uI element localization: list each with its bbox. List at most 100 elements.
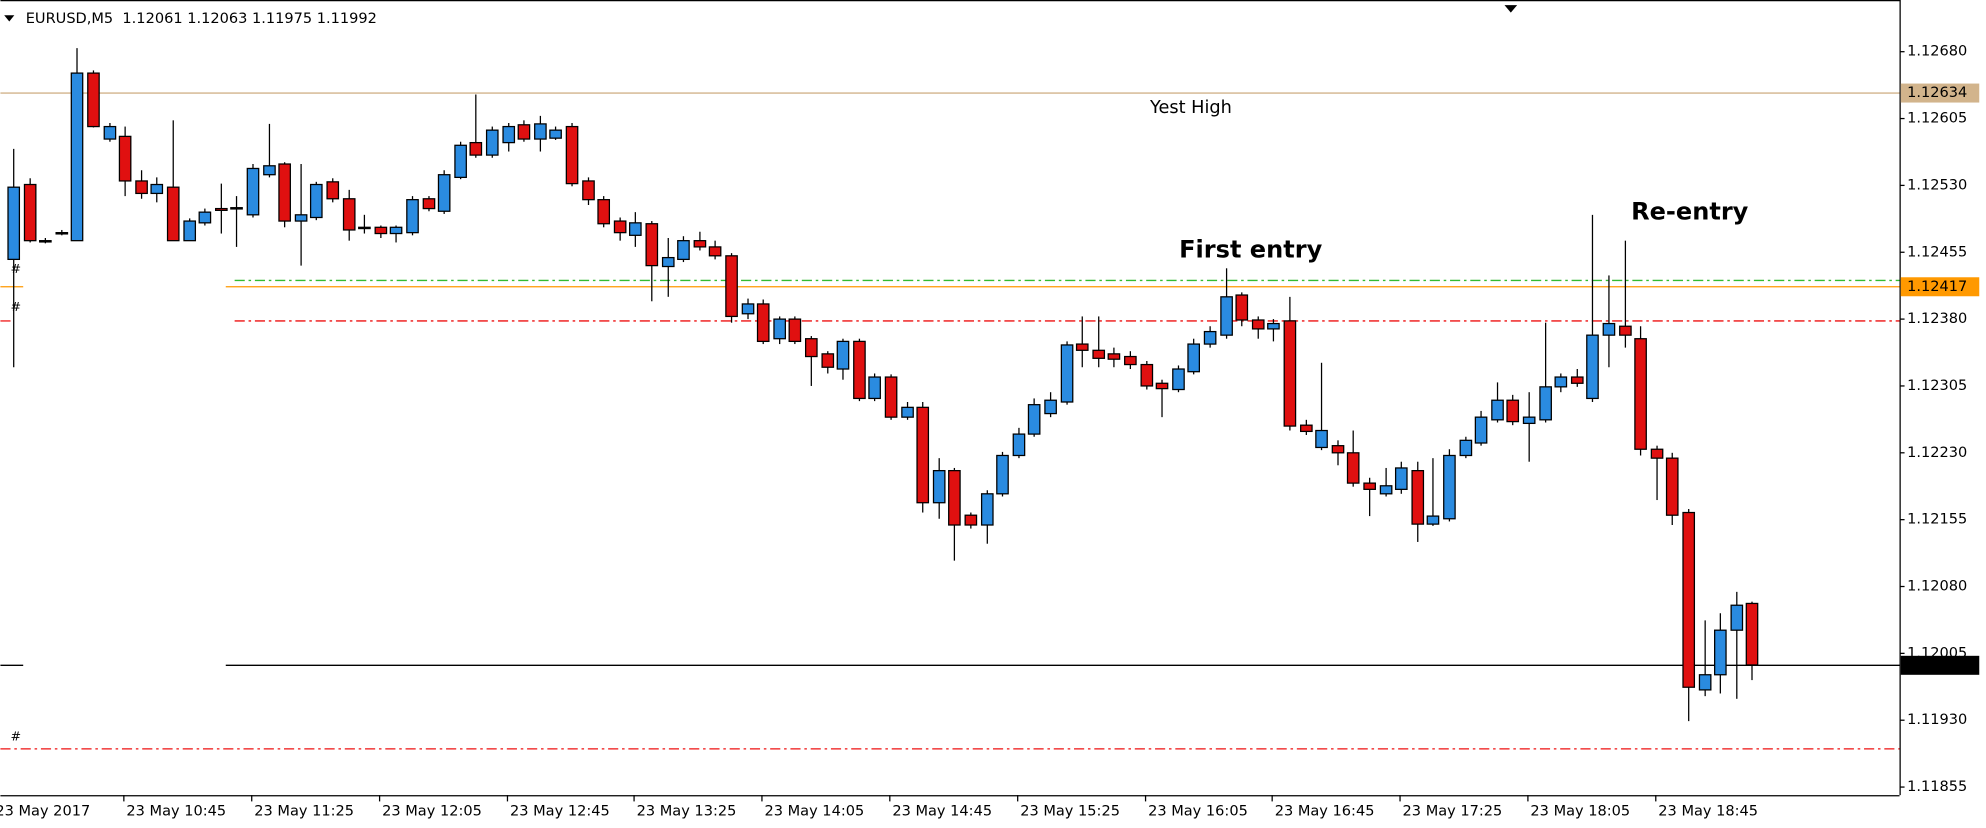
candle-body <box>7 186 21 261</box>
annotation: Re-entry <box>1631 198 1749 226</box>
candle-body <box>1251 319 1265 330</box>
candle-body <box>773 318 786 340</box>
candle-body <box>1331 445 1345 454</box>
marker: # <box>11 728 22 743</box>
candle-body <box>166 186 180 242</box>
candle-body <box>309 183 323 219</box>
candle-body <box>948 469 961 526</box>
marker: # <box>11 261 22 276</box>
x-tick-label: 23 May 17:25 <box>1403 803 1503 820</box>
candle-body <box>1602 322 1616 336</box>
level-text: Yest High <box>1149 98 1232 118</box>
candle-body <box>342 198 356 231</box>
candle-body <box>517 124 531 140</box>
candle-body <box>1443 454 1456 520</box>
x-tick-label: 23 May 13:25 <box>637 803 737 820</box>
candle-body <box>1315 429 1328 449</box>
candle-body <box>582 180 595 201</box>
candle-body <box>326 181 340 200</box>
candle-body <box>901 406 914 418</box>
candle-body <box>1619 325 1632 336</box>
candle-body <box>1060 344 1074 403</box>
candle-body <box>788 318 802 343</box>
price-label: 1.11992 <box>1907 656 1967 673</box>
price-label-box <box>1900 655 1980 675</box>
candle-body <box>246 167 260 216</box>
candle-body <box>916 406 930 504</box>
candle-body <box>534 123 547 140</box>
candle-body <box>358 226 371 230</box>
candle-body <box>1283 320 1297 427</box>
menu-arrow <box>4 15 15 22</box>
candle-body <box>1698 674 1712 691</box>
candle-body <box>1379 485 1393 495</box>
candle-body <box>1426 515 1440 525</box>
candle-body <box>422 198 436 210</box>
candle-body <box>964 514 978 526</box>
candle-body <box>1140 363 1154 387</box>
candle-body <box>821 353 835 368</box>
y-tick-label: 1.12380 <box>1907 310 1967 327</box>
candle-body <box>1187 343 1200 373</box>
candle-body <box>868 376 881 400</box>
candle-body <box>932 469 946 504</box>
candle-body <box>804 338 818 358</box>
candle-body <box>565 125 579 185</box>
candle-body <box>1124 355 1137 366</box>
candle-body <box>756 303 770 343</box>
candle-body <box>1506 399 1520 423</box>
candle-body <box>374 226 388 235</box>
candle-body <box>677 240 690 261</box>
candle-body <box>1172 368 1185 391</box>
candle-body <box>1235 294 1249 321</box>
candle-body <box>613 220 627 234</box>
marker: # <box>11 299 22 314</box>
candle-body <box>1092 349 1106 359</box>
candle-body <box>437 174 451 212</box>
candle-body <box>1665 457 1679 516</box>
candle-body <box>263 165 276 176</box>
price-label-box <box>1900 277 1980 297</box>
candle-body <box>278 163 291 222</box>
candle-body <box>1012 433 1026 457</box>
candle-body <box>645 223 659 267</box>
x-tick-label: 23 May 16:45 <box>1275 803 1375 820</box>
candle-body <box>1745 602 1759 666</box>
candle-body <box>1075 343 1089 351</box>
candle-body <box>150 183 164 195</box>
price-label: 1.12417 <box>1907 278 1967 295</box>
candle-body <box>183 220 197 242</box>
candle-body <box>1459 439 1473 457</box>
candle-body <box>1539 386 1552 421</box>
candle-body <box>198 211 212 224</box>
candle-body <box>55 232 69 235</box>
candle-body <box>1714 629 1727 676</box>
x-tick-label: 23 May 18:45 <box>1658 803 1758 820</box>
y-tick-label: 1.12080 <box>1907 578 1967 595</box>
candle-body <box>1522 416 1536 425</box>
x-tick-label: 23 May 15:25 <box>1020 803 1120 820</box>
candle-body <box>549 129 562 139</box>
x-tick-label: 23 May 11:25 <box>254 803 354 820</box>
candle-body <box>629 222 642 236</box>
chart-header: EURUSD,M5 1.12061 1.12063 1.11975 1.1199… <box>26 10 377 27</box>
x-tick-label: 23 May 16:05 <box>1148 803 1248 820</box>
candle-body <box>1682 511 1696 688</box>
candle-body <box>1363 482 1376 490</box>
candle-body <box>1155 382 1169 390</box>
x-tick-label: 23 May 18:05 <box>1530 803 1630 820</box>
price-label-box <box>1900 83 1980 103</box>
y-tick-label: 1.12605 <box>1907 110 1967 127</box>
candle-body <box>1491 399 1504 421</box>
y-tick-label: 1.11855 <box>1907 778 1967 795</box>
candle-body <box>70 72 84 242</box>
candle-body <box>103 125 117 140</box>
x-tick-label: 23 May 10:45 <box>126 803 226 820</box>
y-tick-label: 1.11930 <box>1907 711 1967 728</box>
y-tick-label: 1.12230 <box>1907 444 1967 461</box>
candle-body <box>661 256 675 268</box>
candle-body <box>1730 604 1744 631</box>
candle-body <box>853 340 866 400</box>
candle-body <box>23 183 37 242</box>
